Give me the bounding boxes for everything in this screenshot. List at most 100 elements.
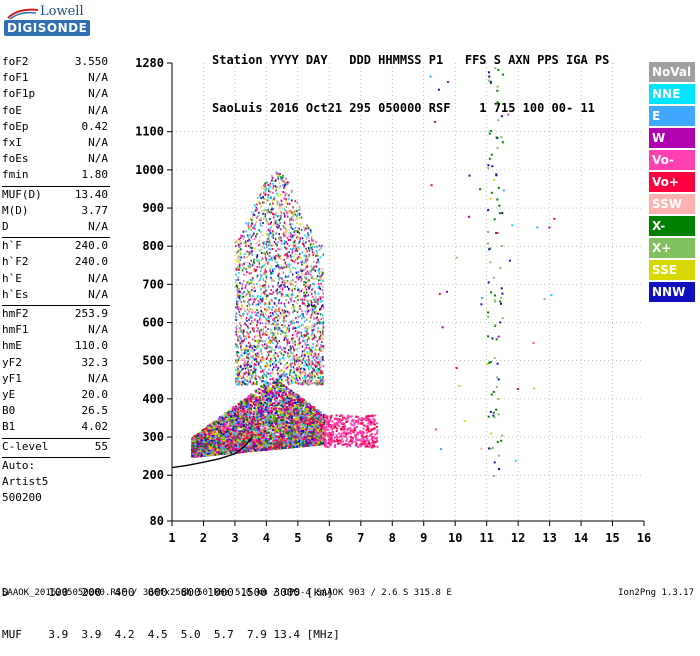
echo-point — [264, 445, 266, 447]
echo-point — [204, 441, 206, 443]
echo-point — [207, 440, 209, 442]
echo-point — [288, 446, 290, 448]
echo-point — [259, 428, 261, 430]
echo-point — [253, 448, 255, 450]
echo-point — [322, 420, 324, 422]
echo-point — [227, 419, 229, 421]
echo-point — [239, 430, 241, 432]
echo-point — [276, 391, 278, 393]
echo-point — [310, 442, 312, 444]
echo-point — [299, 429, 301, 431]
echo-point — [210, 448, 212, 450]
echo-point — [311, 432, 313, 434]
echo-point — [290, 410, 292, 412]
echo-point — [251, 432, 253, 434]
echo-point — [313, 409, 315, 411]
echo-point — [211, 423, 213, 425]
echo-point — [289, 436, 291, 438]
echo-point — [288, 439, 290, 441]
echo-point — [240, 401, 242, 403]
echo-point — [279, 415, 281, 417]
echo-point — [230, 431, 232, 433]
echo-point — [197, 435, 199, 437]
echo-point — [227, 431, 229, 433]
echo-point — [253, 441, 255, 443]
echo-point — [244, 407, 246, 409]
echo-point — [293, 396, 295, 398]
echo-point — [275, 412, 277, 414]
echo-point — [219, 452, 221, 454]
echo-point — [206, 438, 208, 440]
echo-point — [257, 420, 259, 422]
echo-point — [272, 433, 274, 435]
echo-point — [270, 427, 272, 429]
echo-point — [274, 384, 276, 386]
echo-point — [275, 408, 277, 410]
echo-point — [285, 393, 287, 395]
echo-point — [284, 404, 286, 406]
echo-point — [243, 443, 245, 445]
echo-point — [261, 428, 263, 430]
echo-point — [238, 433, 240, 435]
echo-point — [237, 445, 239, 447]
echo-point — [299, 409, 301, 411]
echo-point — [285, 434, 287, 436]
echo-point — [250, 435, 252, 437]
echo-point — [266, 435, 268, 437]
echo-point — [298, 419, 300, 421]
echo-point — [215, 440, 217, 442]
echo-point — [285, 391, 287, 393]
echo-point — [277, 390, 279, 392]
echo-point — [250, 406, 252, 408]
echo-point — [301, 402, 303, 404]
echo-point — [252, 422, 254, 424]
echo-point — [291, 407, 293, 409]
echo-point — [253, 413, 255, 415]
echo-point — [268, 444, 270, 446]
echo-point — [250, 404, 252, 406]
echo-point — [256, 404, 258, 406]
echo-point — [268, 412, 270, 414]
echo-point — [312, 438, 314, 440]
echo-point — [257, 440, 259, 442]
echo-point — [279, 401, 281, 403]
echo-point — [258, 388, 260, 390]
echo-point — [240, 416, 242, 418]
echo-point — [308, 428, 310, 430]
echo-point — [245, 439, 247, 441]
echo-point — [310, 444, 312, 446]
echo-point — [293, 436, 295, 438]
echo-point — [284, 421, 286, 423]
echo-point — [272, 388, 274, 390]
echo-point — [264, 402, 266, 404]
echo-point — [280, 396, 282, 398]
echo-point — [264, 391, 266, 393]
echo-point — [229, 432, 231, 434]
echo-point — [274, 404, 276, 406]
echo-point — [293, 418, 295, 420]
echo-point — [293, 419, 295, 421]
echo-point — [291, 417, 293, 419]
echo-point — [282, 390, 284, 392]
echo-point — [313, 439, 315, 441]
echo-point — [198, 447, 200, 449]
echo-point — [235, 445, 237, 447]
echo-point — [270, 444, 272, 446]
echo-point — [285, 429, 287, 431]
echo-point — [223, 427, 225, 429]
echo-point — [281, 436, 283, 438]
echo-point — [256, 436, 258, 438]
echo-point — [246, 399, 248, 401]
echo-point — [284, 414, 286, 416]
echo-point — [266, 444, 268, 446]
echo-point — [264, 428, 266, 430]
echo-point — [239, 418, 241, 420]
echo-point — [241, 411, 243, 413]
echo-point — [205, 439, 207, 441]
echo-point — [228, 414, 230, 416]
echo-point — [240, 413, 242, 415]
echo-point — [260, 386, 262, 388]
echo-point — [285, 386, 287, 388]
echo-point — [243, 403, 245, 405]
echo-point — [274, 398, 276, 400]
